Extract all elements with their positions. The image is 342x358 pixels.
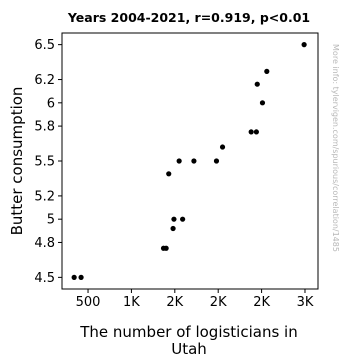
data-point [219, 144, 226, 150]
x-tick-label: 500 [76, 295, 101, 310]
y-tick-label: 6 [47, 96, 55, 111]
y-tick-label: 5.5 [34, 155, 55, 170]
y-tick-label: 4.5 [34, 271, 55, 286]
data-points [71, 42, 307, 280]
data-point [170, 225, 176, 232]
data-point [71, 274, 77, 280]
data-point [213, 158, 220, 164]
y-tick-label: 5.2 [34, 189, 55, 204]
data-point [180, 216, 186, 222]
y-axis-label: Butter consumption [8, 87, 26, 236]
data-point [248, 129, 254, 135]
data-point [301, 42, 307, 48]
x-axis: 500 1K 2K 2K 2K 3K [76, 289, 314, 310]
data-point [253, 129, 259, 135]
data-point [171, 216, 177, 222]
x-tick-label: 3K [297, 295, 314, 310]
y-tick-label: 5.8 [34, 120, 55, 135]
y-tick-label: 6.2 [34, 73, 55, 88]
data-point [78, 274, 84, 280]
data-point [259, 100, 266, 106]
chart-title: Years 2004-2021, r=0.919, p<0.01 [67, 10, 310, 25]
plot-frame [61, 32, 319, 290]
x-tick-label: 2K [210, 295, 227, 310]
x-tick-label: 2K [253, 295, 270, 310]
data-point [163, 245, 169, 251]
data-point [166, 171, 172, 177]
y-tick-label: 5 [47, 213, 55, 228]
y-tick-label: 6.5 [34, 38, 55, 53]
y-axis: 4.5 4.8 5 5.2 5.5 5.8 6 6.2 6.5 [34, 38, 62, 286]
y-tick-label: 4.8 [34, 236, 55, 251]
data-point [191, 158, 197, 164]
data-point [254, 81, 260, 87]
data-point [264, 68, 270, 74]
x-axis-label-line-2: Utah [171, 340, 207, 358]
x-axis-label-line-1: The number of logisticians in [79, 323, 297, 341]
x-tick-label: 1K [123, 295, 140, 310]
source-watermark: More info: tylervigen.com/spurious/corre… [331, 44, 340, 252]
x-tick-label: 2K [166, 295, 183, 310]
data-point [176, 158, 182, 164]
